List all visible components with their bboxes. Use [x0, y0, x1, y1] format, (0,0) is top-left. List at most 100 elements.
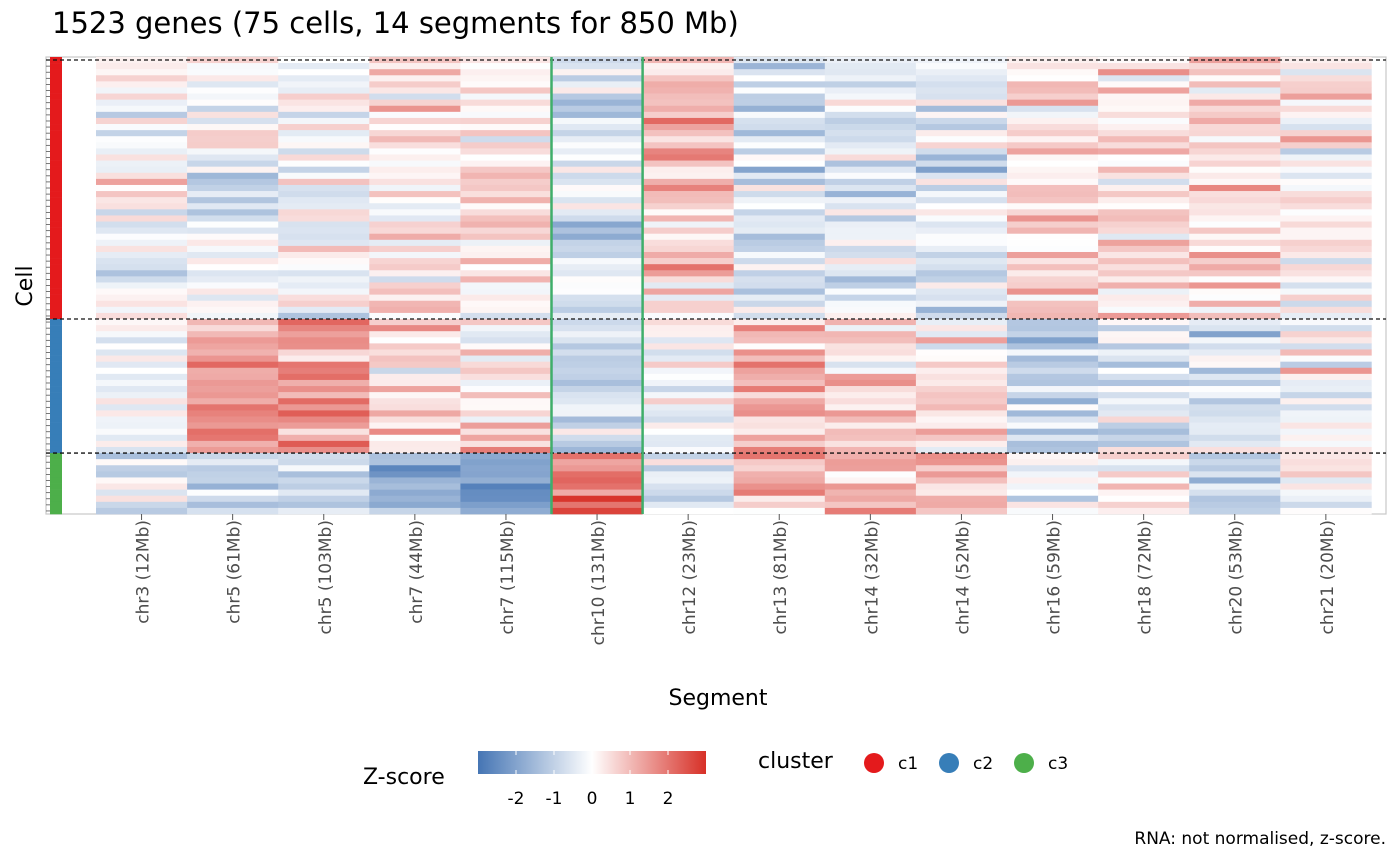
heatmap-cell [96, 166, 188, 174]
cluster-annotation-cell [50, 154, 62, 161]
heatmap-cell [460, 300, 552, 308]
heatmap-cell [1007, 264, 1099, 271]
heatmap-cell [915, 99, 1008, 107]
heatmap-cell [1007, 410, 1099, 417]
heatmap-cell [96, 93, 188, 100]
heatmap-cell [460, 349, 552, 356]
cluster-annotation-cell [50, 446, 62, 454]
heatmap-cell [1189, 312, 1281, 320]
heatmap-cell [278, 221, 370, 228]
heatmap-cell [1098, 93, 1190, 100]
heatmap-cell [915, 142, 1008, 149]
heatmap-cell [369, 233, 461, 241]
heatmap-cell [1189, 258, 1281, 265]
heatmap-cell [1098, 105, 1190, 113]
heatmap-cell [1280, 105, 1372, 113]
heatmap-cell [460, 306, 552, 314]
heatmap-cell [642, 276, 734, 283]
heatmap-cell [1280, 483, 1372, 490]
heatmap-cell [1007, 428, 1099, 436]
heatmap-cell [551, 416, 643, 423]
heatmap-cell [551, 410, 643, 417]
heatmap-cell [824, 337, 917, 344]
heatmap-cell [642, 142, 734, 149]
heatmap-cell [187, 191, 279, 198]
heatmap-cell [369, 245, 461, 253]
heatmap-cell [1189, 434, 1281, 442]
heatmap-cell [187, 264, 279, 271]
heatmap-cell [1007, 288, 1099, 295]
x-tick-label: chr14 (32Mb) [862, 520, 882, 635]
x-tick-label: chr13 (81Mb) [771, 520, 791, 635]
heatmap-cell [1007, 191, 1099, 198]
cluster-annotation-cell [50, 282, 62, 289]
heatmap-cell [460, 282, 552, 289]
heatmap-cell [733, 319, 826, 326]
heatmap-cell [1189, 361, 1281, 369]
heatmap-cell [551, 331, 643, 338]
heatmap-cell [642, 343, 734, 350]
heatmap-cell [733, 404, 826, 411]
heatmap-cell [187, 434, 279, 442]
x-axis-title: Segment [669, 686, 768, 711]
heatmap-cell [1007, 111, 1099, 119]
heatmap-cell [915, 331, 1008, 338]
heatmap-cell [824, 172, 917, 180]
heatmap-cell [1007, 325, 1099, 332]
heatmap-cell [551, 367, 643, 375]
heatmap-cell [96, 434, 188, 442]
heatmap-cell [1280, 404, 1372, 411]
heatmap-cell [460, 233, 552, 241]
heatmap-cell [460, 124, 552, 131]
heatmap-cell [733, 99, 826, 107]
heatmap-cell [1098, 477, 1190, 484]
cluster-annotation-cell [50, 63, 62, 70]
heatmap-cell [1007, 440, 1099, 448]
heatmap-cell [1189, 57, 1281, 64]
heatmap-cell [551, 221, 643, 228]
heatmap-cell [1098, 349, 1190, 356]
heatmap-cell [642, 57, 734, 64]
heatmap-cell [1280, 319, 1372, 326]
heatmap-cell [551, 130, 643, 137]
heatmap-cell [96, 245, 188, 253]
cluster-annotation-cell [50, 69, 62, 76]
chart-title: 1523 genes (75 cells, 14 segments for 85… [52, 6, 739, 40]
heatmap-cell [642, 63, 734, 70]
heatmap-cell [733, 142, 826, 149]
cluster-annotation-cell [50, 130, 62, 137]
heatmap-cell [1189, 203, 1281, 210]
heatmap-cell [1007, 501, 1099, 509]
heatmap-cell [460, 386, 552, 393]
heatmap-cell [733, 221, 826, 228]
heatmap-cell [278, 428, 370, 436]
cluster-annotation-cell [50, 184, 62, 192]
heatmap-cell [642, 81, 734, 88]
heatmap-cell [1007, 270, 1099, 277]
heatmap-cell [1189, 117, 1281, 125]
heatmap-cell [1007, 203, 1099, 210]
heatmap-cell [460, 184, 552, 192]
heatmap-cell [96, 404, 188, 411]
heatmap-cell [733, 197, 826, 204]
heatmap-cell [1098, 117, 1190, 125]
heatmap-cell [915, 276, 1008, 283]
heatmap-cell [824, 57, 917, 64]
heatmap-cell [96, 221, 188, 228]
heatmap-cell [642, 507, 734, 515]
heatmap-cell [460, 379, 552, 387]
heatmap-cell [733, 75, 826, 82]
heatmap-cell [1280, 221, 1372, 228]
heatmap-cell [642, 404, 734, 411]
heatmap-cell [824, 221, 917, 228]
heatmap-cell [460, 99, 552, 107]
cluster-annotation-cell [50, 349, 62, 356]
heatmap-cell [369, 197, 461, 204]
heatmap-cell [96, 477, 188, 484]
heatmap-cell [824, 69, 917, 76]
heatmap-cell [187, 148, 279, 155]
heatmap-cell [1098, 319, 1190, 326]
heatmap-cell [1280, 69, 1372, 76]
heatmap-cell [733, 264, 826, 271]
cluster-annotation-cell [50, 434, 62, 442]
